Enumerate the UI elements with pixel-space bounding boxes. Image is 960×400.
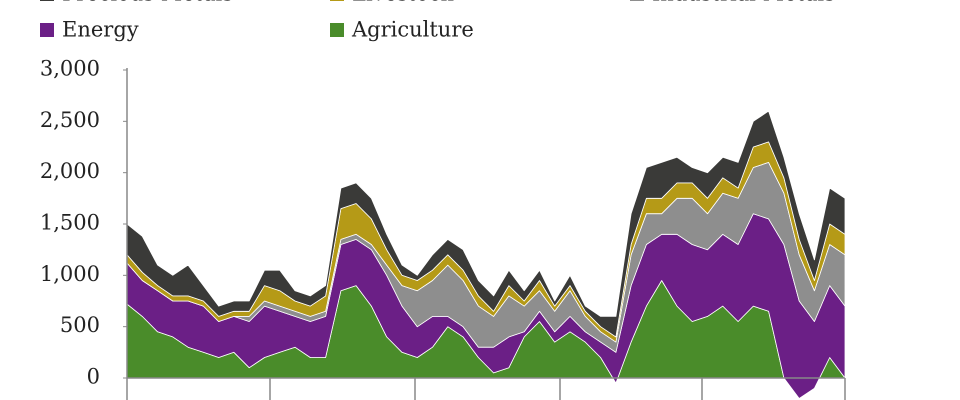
area	[126, 110, 846, 338]
legend-label: Industrial Metals	[652, 0, 835, 6]
legend-label: Precious Metals	[62, 0, 233, 6]
y-tick-label: 500	[60, 313, 100, 337]
y-tick-label: 1,000	[40, 262, 100, 286]
legend-label: Livestock	[352, 0, 454, 6]
y-tick-label: 0	[87, 365, 100, 389]
legend-swatch	[40, 23, 54, 37]
legend-swatch	[630, 0, 644, 1]
plot-area	[126, 110, 846, 399]
legend-swatch	[330, 0, 344, 1]
y-tick-label: 1,500	[40, 211, 100, 235]
y-tick-label: 2,500	[40, 108, 100, 132]
y-tick-label: 3,000	[40, 57, 100, 81]
legend-swatch	[40, 0, 54, 1]
y-tick-label: 2,000	[40, 159, 100, 183]
legend-label: Energy	[62, 18, 139, 42]
legend-swatch	[330, 23, 344, 37]
legend-label: Agriculture	[351, 18, 474, 42]
